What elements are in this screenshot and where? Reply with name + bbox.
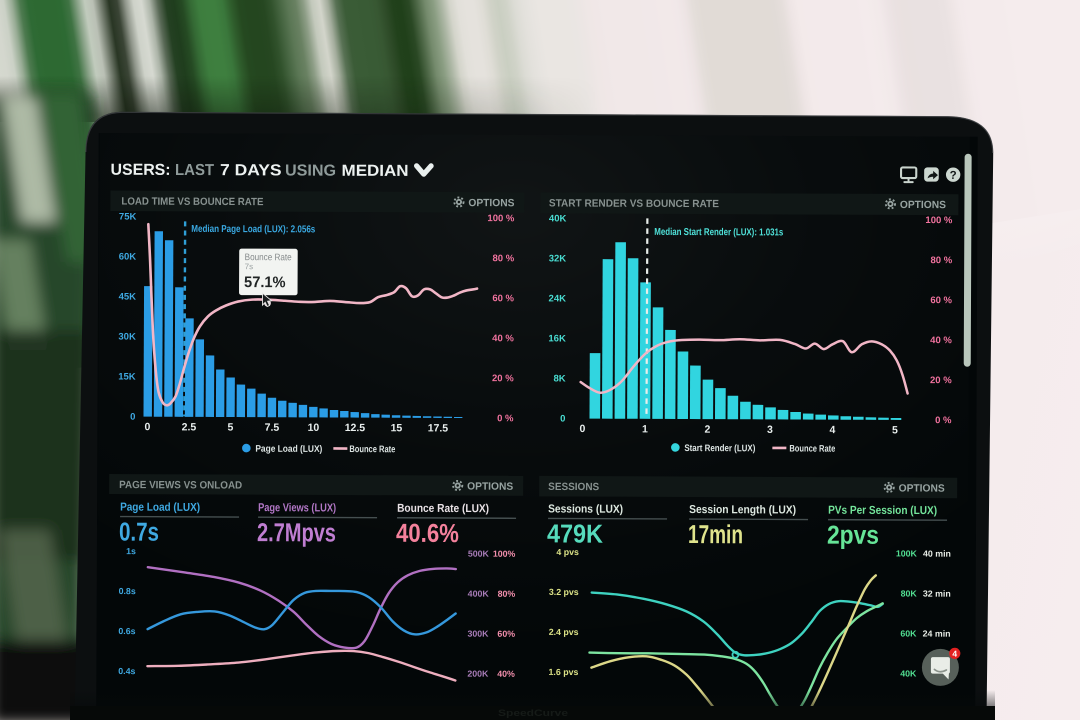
svg-text:30K: 30K [118,332,136,343]
svg-text:1.6 pvs: 1.6 pvs [549,667,579,677]
svg-text:Session Length (LUX): Session Length (LUX) [689,504,796,516]
svg-text:0: 0 [560,413,565,424]
svg-text:Median Start Render (LUX): 1.0: Median Start Render (LUX): 1.031s [654,227,783,239]
svg-text:4: 4 [829,424,835,436]
svg-text:40K: 40K [900,668,917,678]
svg-text:500K: 500K [468,549,490,559]
svg-text:0 %: 0 % [935,415,952,426]
svg-text:80K: 80K [901,588,918,598]
svg-text:3.2 pvs: 3.2 pvs [549,587,579,597]
svg-text:5: 5 [227,422,233,434]
svg-text:40 %: 40 % [492,333,514,344]
svg-text:17.5: 17.5 [428,422,449,434]
svg-text:7s: 7s [245,262,253,271]
svg-text:SESSIONS: SESSIONS [548,481,599,493]
svg-text:SpeedCurve: SpeedCurve [498,708,568,718]
svg-text:60 %: 60 % [930,295,952,306]
svg-text:8K: 8K [553,373,565,384]
svg-text:17min: 17min [688,519,743,549]
svg-text:Page Load (LUX): Page Load (LUX) [120,502,200,514]
svg-text:60K: 60K [900,628,917,638]
svg-text:400K: 400K [468,589,490,599]
svg-text:100 %: 100 % [487,213,515,224]
svg-text:60K: 60K [119,252,137,263]
svg-text:57.1%: 57.1% [244,274,286,291]
svg-text:40%: 40% [497,669,515,679]
svg-text:?: ? [950,170,957,182]
svg-text:100%: 100% [493,549,516,559]
svg-text:OPTIONS: OPTIONS [468,197,514,209]
svg-text:7 DAYS: 7 DAYS [220,162,282,179]
svg-text:2.5: 2.5 [182,421,197,433]
svg-text:PVs Per Session (LUX): PVs Per Session (LUX) [828,505,937,517]
svg-text:20 %: 20 % [492,373,514,384]
svg-text:OPTIONS: OPTIONS [900,199,946,211]
svg-text:Bounce Rate: Bounce Rate [349,444,395,455]
svg-text:MEDIAN: MEDIAN [342,163,409,180]
svg-text:45K: 45K [119,292,137,303]
svg-text:20 %: 20 % [930,375,952,386]
svg-text:0: 0 [579,423,585,435]
svg-text:Sessions (LUX): Sessions (LUX) [548,503,623,515]
svg-text:12.5: 12.5 [345,422,366,434]
svg-text:USING: USING [285,162,336,179]
svg-text:OPTIONS: OPTIONS [899,482,945,494]
svg-text:5: 5 [892,424,898,436]
svg-text:Median Page Load (LUX): 2.056s: Median Page Load (LUX): 2.056s [191,224,315,236]
svg-text:Bounce Rate: Bounce Rate [245,252,292,263]
svg-text:300K: 300K [467,629,489,639]
svg-text:START RENDER VS BOUNCE RATE: START RENDER VS BOUNCE RATE [549,197,719,210]
svg-text:32K: 32K [549,253,567,264]
svg-text:2.4 pvs: 2.4 pvs [549,627,579,637]
svg-text:Start Render (LUX): Start Render (LUX) [684,443,755,454]
svg-text:2.7Mpvs: 2.7Mpvs [257,517,336,547]
svg-text:16K: 16K [548,333,566,344]
svg-text:OPTIONS: OPTIONS [467,481,513,493]
svg-text:60%: 60% [497,629,515,639]
svg-text:0.6s: 0.6s [118,626,135,636]
svg-text:15: 15 [391,422,403,434]
svg-text:1: 1 [642,423,648,435]
svg-text:Page Views (LUX): Page Views (LUX) [258,502,336,514]
svg-text:100K: 100K [896,548,918,558]
svg-text:0.7s: 0.7s [119,517,159,547]
svg-text:80%: 80% [498,589,516,599]
svg-text:0: 0 [144,421,150,433]
svg-text:80 %: 80 % [930,255,952,266]
svg-text:10: 10 [308,422,320,434]
svg-text:80 %: 80 % [493,253,515,264]
svg-text:40K: 40K [549,213,567,224]
svg-text:0.8s: 0.8s [119,586,136,596]
svg-text:0: 0 [130,412,135,423]
svg-text:0 %: 0 % [497,413,514,424]
svg-text:2pvs: 2pvs [827,520,879,550]
svg-text:100 %: 100 % [925,215,953,226]
svg-text:15K: 15K [118,372,136,383]
svg-text:24K: 24K [549,293,567,304]
svg-text:Bounce Rate (LUX): Bounce Rate (LUX) [397,503,489,515]
svg-text:LOAD TIME VS BOUNCE RATE: LOAD TIME VS BOUNCE RATE [121,196,263,209]
svg-text:4: 4 [952,649,957,659]
svg-text:7.5: 7.5 [265,422,280,434]
svg-text:3: 3 [767,424,773,436]
svg-text:40 %: 40 % [930,335,952,346]
svg-text:32 min: 32 min [923,589,951,599]
svg-text:PAGE VIEWS VS ONLOAD: PAGE VIEWS VS ONLOAD [119,479,242,492]
svg-text:0.4s: 0.4s [118,666,135,676]
svg-text:2: 2 [704,424,710,436]
svg-text:60 %: 60 % [492,293,514,304]
svg-text:Bounce Rate: Bounce Rate [789,443,835,454]
svg-text:479K: 479K [547,518,603,548]
svg-text:200K: 200K [467,669,489,679]
svg-text:1s: 1s [126,546,136,556]
svg-text:24 min: 24 min [923,629,951,639]
svg-text:4 pvs: 4 pvs [556,547,579,557]
svg-text:75K: 75K [119,212,137,223]
svg-text:USERS:: USERS: [111,162,171,179]
svg-text:40 min: 40 min [923,549,951,559]
svg-text:LAST: LAST [175,162,214,179]
svg-text:40.6%: 40.6% [396,518,459,548]
svg-text:Page Load (LUX): Page Load (LUX) [255,444,322,455]
